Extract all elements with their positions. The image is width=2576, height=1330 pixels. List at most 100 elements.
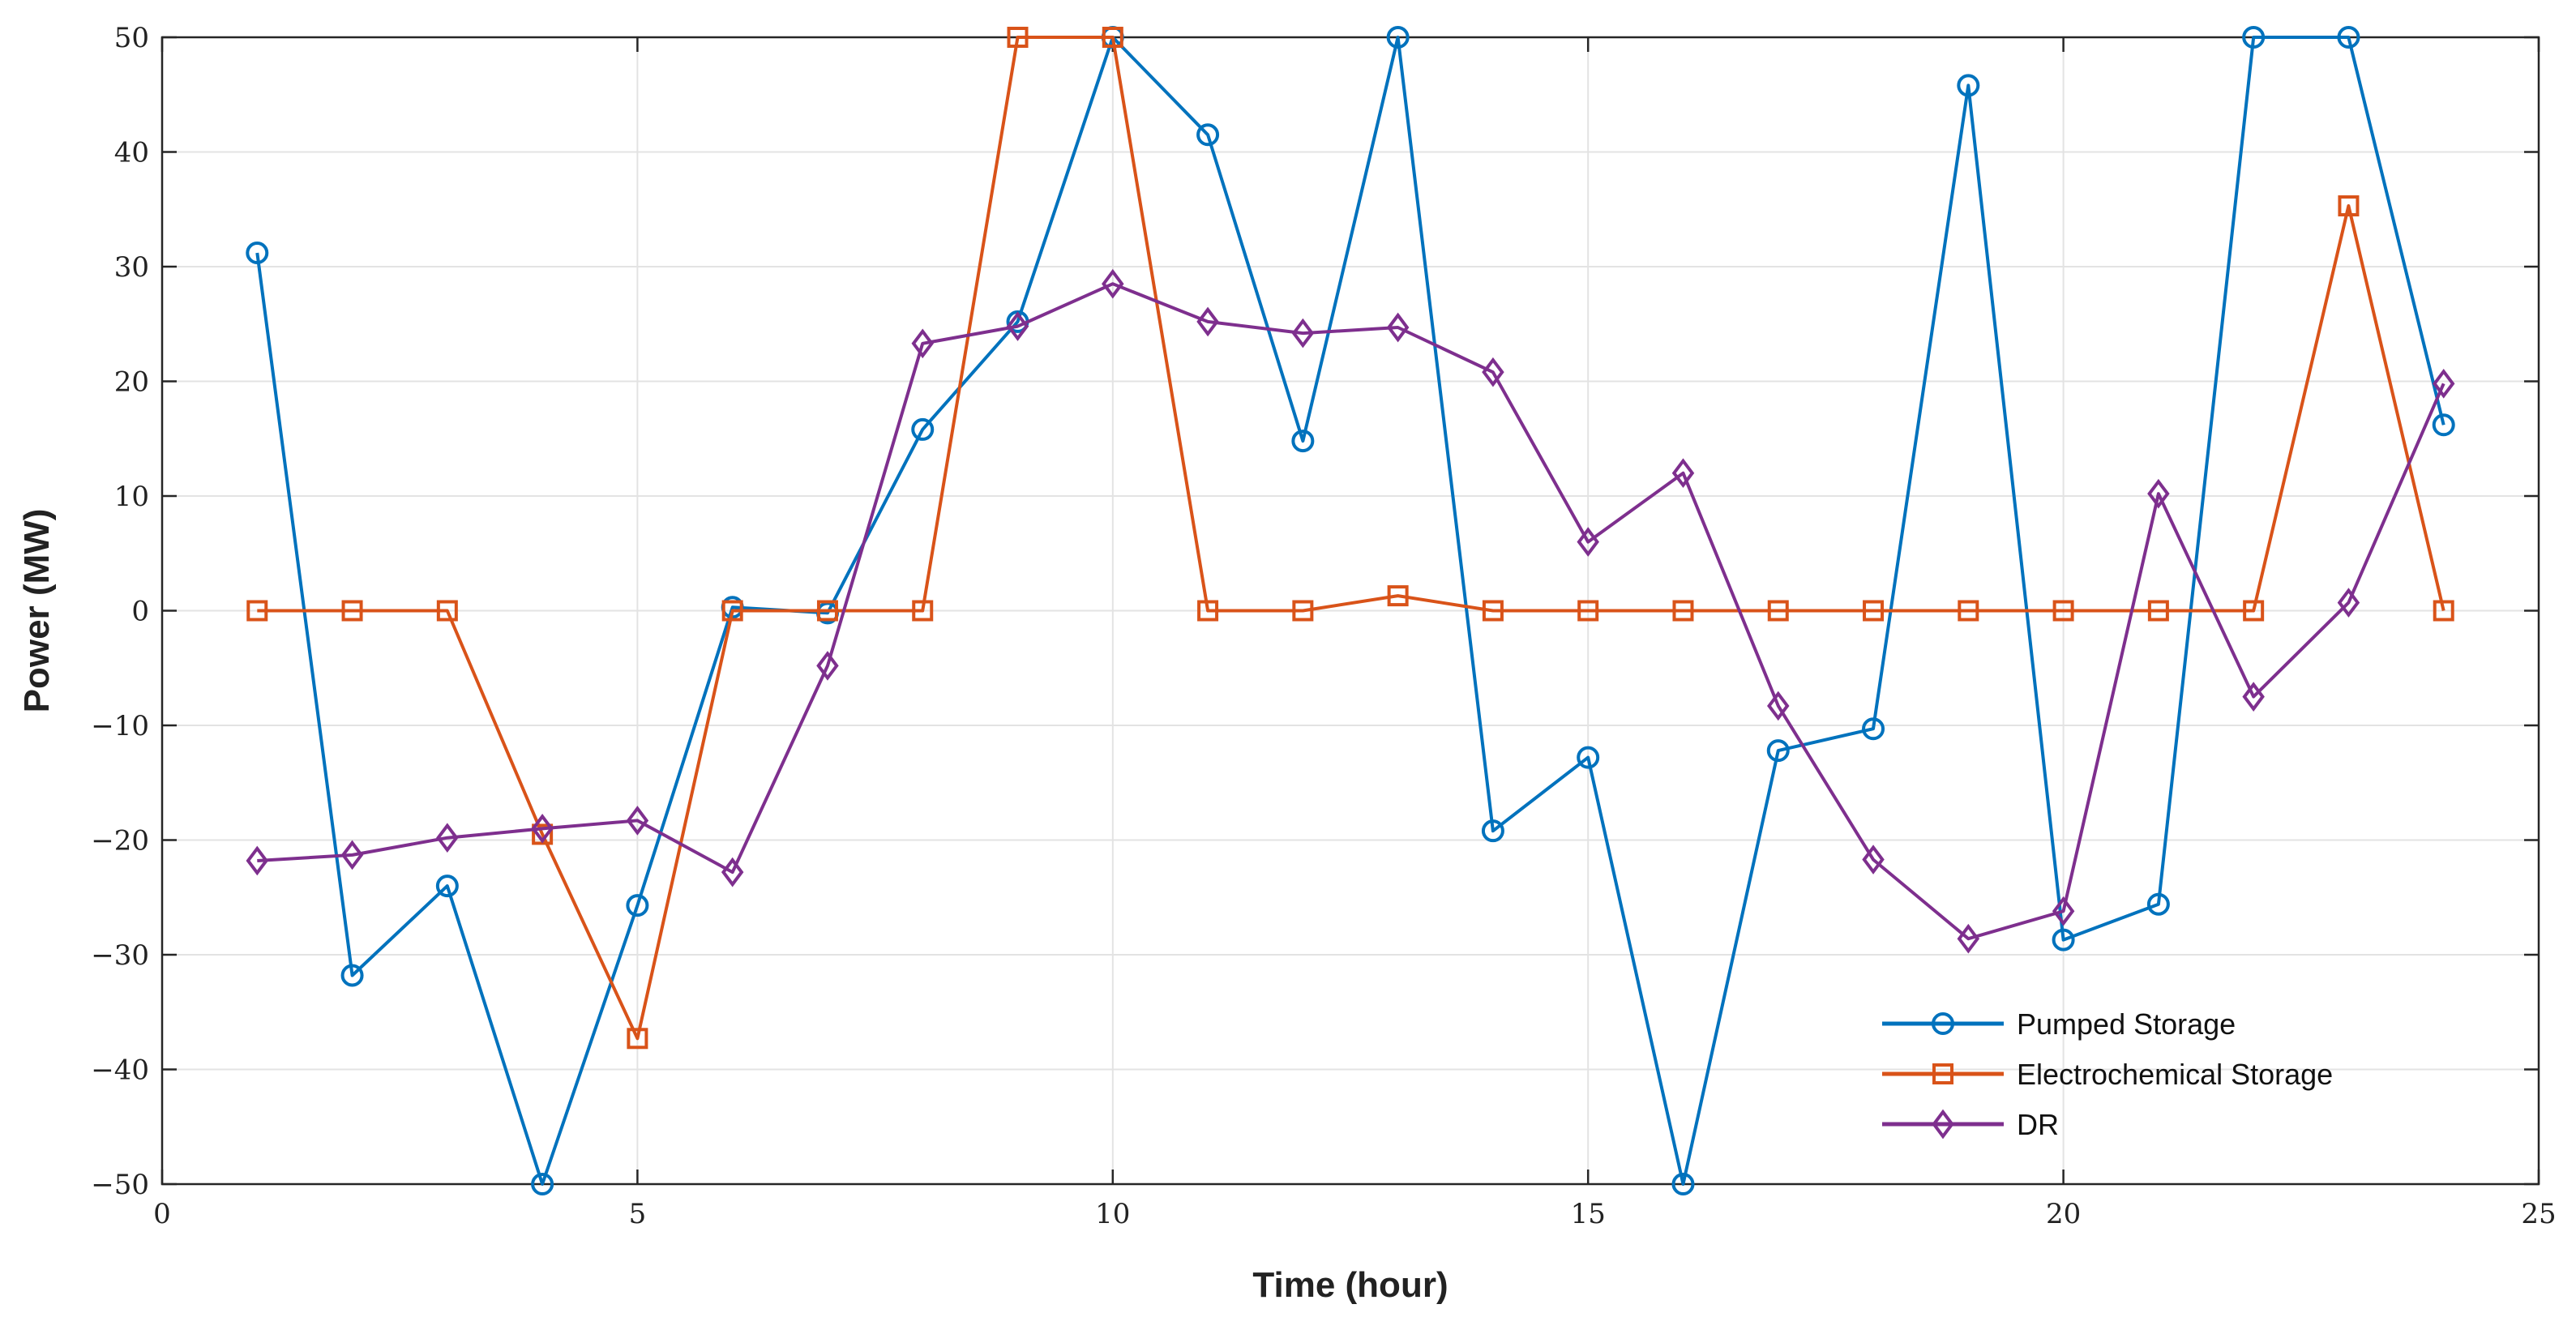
data-point	[626, 894, 649, 917]
data-point	[2243, 600, 2265, 622]
data-point	[436, 823, 459, 853]
y-tick-label: 30	[114, 251, 149, 284]
x-axis-title: Time (hour)	[1252, 1265, 1448, 1305]
data-point	[341, 600, 363, 622]
data-point	[1862, 717, 1885, 741]
data-point	[340, 964, 364, 987]
y-tick-label: −30	[91, 939, 149, 972]
x-tick-label: 15	[1571, 1198, 1606, 1230]
legend-label: DR	[2017, 1108, 2059, 1141]
data-point	[246, 845, 269, 876]
legend-marker	[1932, 1109, 1954, 1140]
data-point	[1006, 311, 1029, 341]
legend-marker	[1932, 1063, 1953, 1084]
x-tick-label: 5	[629, 1198, 647, 1230]
data-point	[1863, 600, 1885, 622]
data-point	[1102, 27, 1123, 48]
y-axis-title: Power (MW)	[17, 509, 57, 713]
data-point	[2338, 195, 2360, 217]
data-point	[2242, 26, 2266, 49]
y-tick-label: −50	[91, 1169, 149, 1201]
data-point	[246, 242, 269, 265]
data-point	[1482, 357, 1504, 387]
series-1	[246, 27, 2454, 1050]
data-point	[2052, 928, 2075, 952]
data-point	[816, 600, 838, 622]
legend: Pumped Storage Electrochemical Storage DR	[1882, 1007, 2333, 1141]
y-tick-label: 40	[114, 137, 149, 169]
data-point	[2242, 682, 2265, 712]
data-point	[1672, 600, 1694, 622]
data-point	[721, 857, 744, 887]
data-point	[1577, 746, 1600, 769]
data-point	[340, 840, 364, 870]
data-point	[912, 600, 934, 622]
y-tick-label: −20	[91, 825, 149, 857]
data-point	[1007, 27, 1029, 48]
data-point	[1481, 819, 1504, 843]
data-point	[531, 814, 554, 844]
y-tick-label: −10	[91, 710, 149, 742]
data-point	[627, 1028, 648, 1050]
data-point	[2337, 26, 2360, 49]
data-point	[1196, 306, 1219, 337]
data-point	[1197, 600, 1219, 622]
data-point	[2337, 588, 2360, 618]
data-point	[1957, 74, 1980, 97]
legend-label: Pumped Storage	[2017, 1007, 2236, 1041]
data-point	[721, 600, 743, 622]
data-point	[1577, 600, 1599, 622]
data-point	[2432, 368, 2455, 399]
data-point	[1958, 600, 1979, 622]
x-tick-label: 25	[2521, 1198, 2556, 1230]
y-tick-label: 10	[114, 481, 149, 513]
data-point	[1671, 1173, 1695, 1195]
y-tick-label: 20	[114, 366, 149, 399]
data-point	[1292, 600, 1314, 622]
data-point	[2146, 892, 2170, 916]
data-point	[2147, 600, 2169, 622]
data-point	[2432, 413, 2455, 437]
data-series	[246, 26, 2455, 1195]
data-point	[246, 600, 268, 622]
y-tick-labels: −50 −40 −30 −20 −10 0 10 20 30 40 50	[91, 22, 149, 1201]
data-point	[2052, 896, 2075, 926]
legend-label: Electrochemical Storage	[2017, 1058, 2333, 1091]
data-point	[1386, 26, 1410, 49]
data-point	[1766, 739, 1790, 763]
data-point	[1957, 923, 1980, 954]
legend-item: Electrochemical Storage	[1882, 1058, 2333, 1091]
legend-marker	[1932, 1012, 1954, 1035]
data-point	[1862, 845, 1885, 875]
legend-item: DR	[1882, 1108, 2059, 1141]
series-2	[246, 268, 2455, 954]
data-point	[435, 875, 459, 898]
data-point	[1196, 123, 1220, 147]
x-tick-label: 10	[1095, 1198, 1130, 1230]
data-point	[1386, 312, 1410, 343]
series-line	[257, 282, 2445, 941]
data-point	[911, 417, 935, 441]
data-point	[1291, 318, 1315, 349]
data-point	[1671, 458, 1695, 489]
data-point	[1387, 585, 1409, 607]
data-point	[531, 1173, 554, 1195]
data-point	[1577, 527, 1599, 557]
series-0	[246, 26, 2455, 1195]
data-point	[626, 806, 649, 836]
data-point	[436, 600, 458, 622]
x-tick-labels: 0 5 10 15 20 25	[153, 1198, 2556, 1230]
data-point	[2147, 478, 2170, 509]
data-point	[1102, 268, 1124, 299]
data-point	[2433, 600, 2454, 622]
series-line	[257, 36, 2445, 1041]
y-tick-label: 0	[131, 596, 149, 628]
data-point	[1767, 691, 1790, 721]
data-point	[911, 328, 934, 359]
series-line	[255, 36, 2445, 1186]
data-point	[816, 651, 839, 681]
y-tick-label: 50	[114, 22, 149, 54]
data-point	[2052, 600, 2074, 622]
data-point	[1482, 600, 1504, 622]
